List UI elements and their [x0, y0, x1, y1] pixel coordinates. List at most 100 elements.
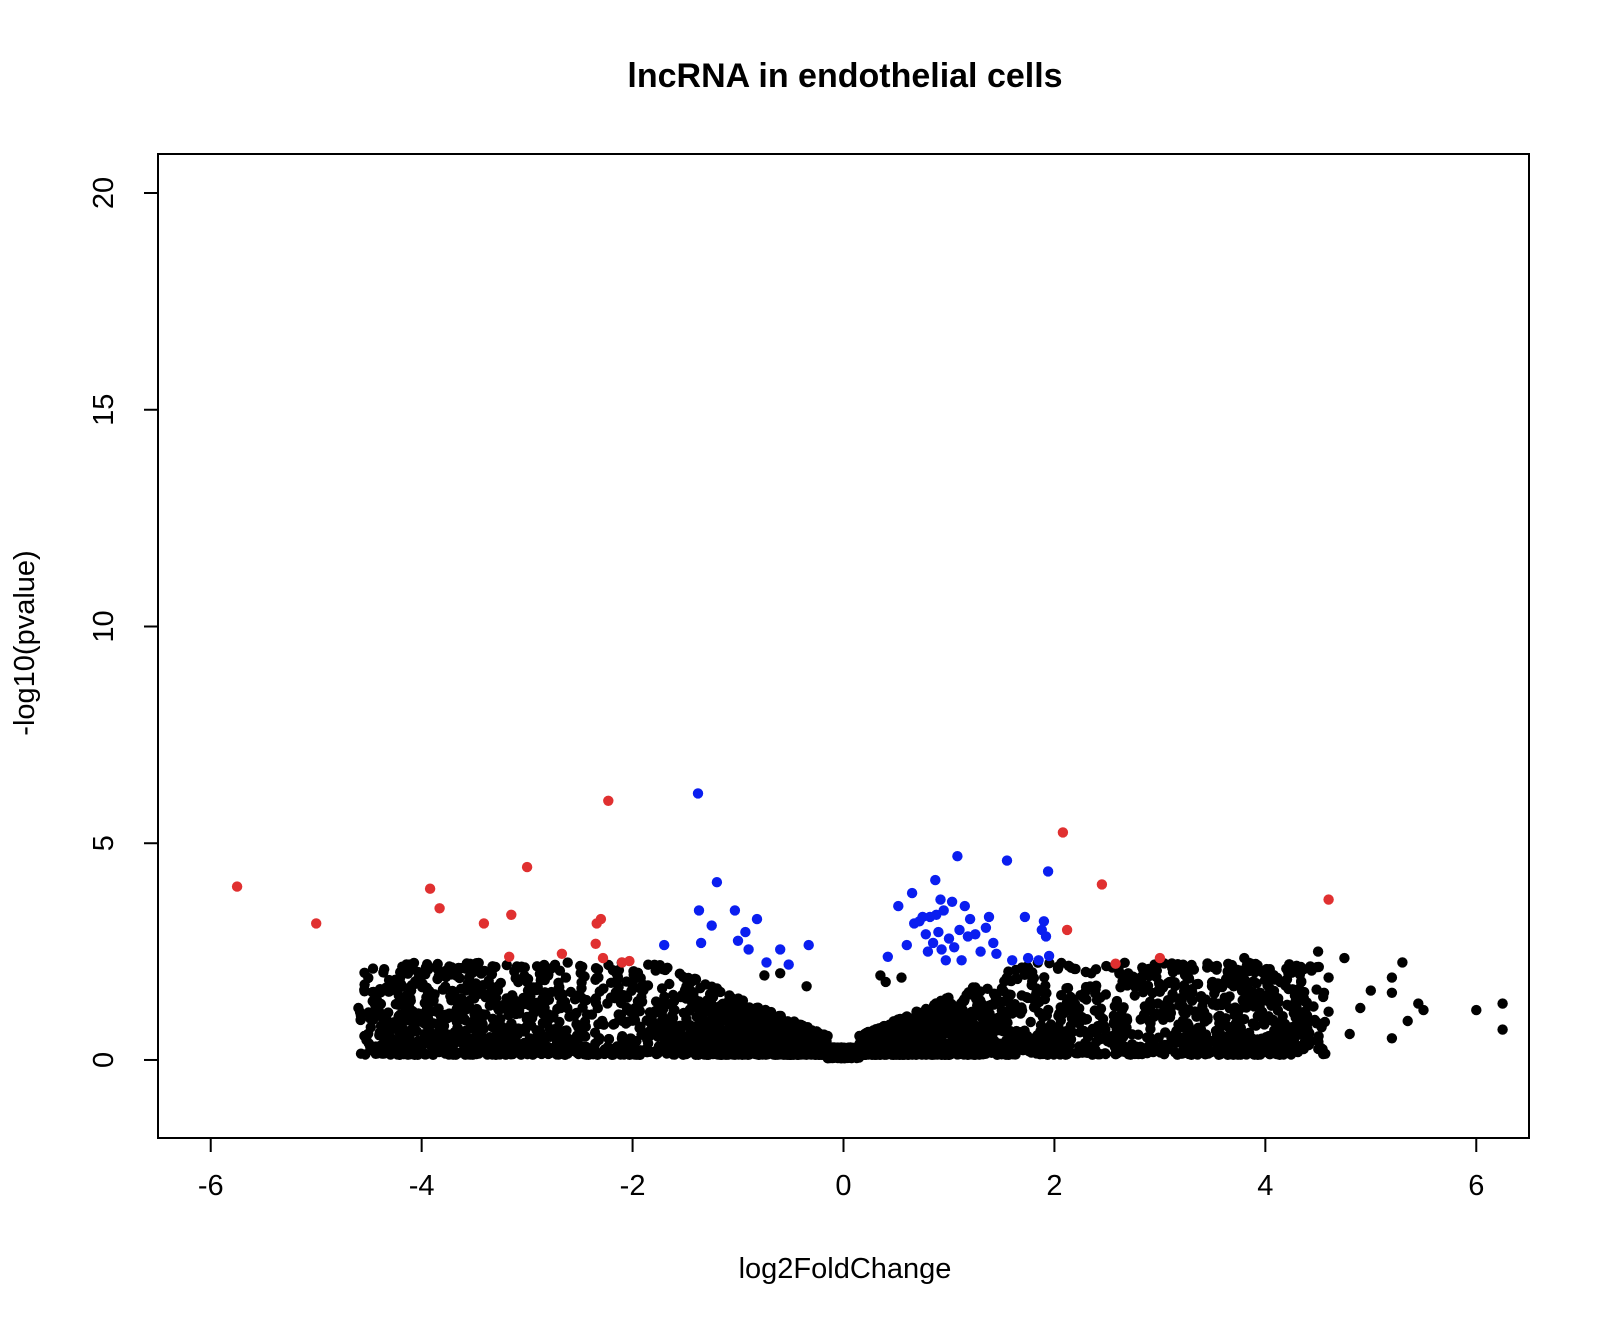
- data-point: [568, 1038, 579, 1050]
- data-point: [569, 994, 581, 1005]
- data-point: [1078, 1013, 1090, 1024]
- data-point: [375, 1011, 387, 1022]
- data-point: [353, 1002, 364, 1014]
- data-point: [1207, 976, 1218, 988]
- data-point: [598, 1046, 609, 1057]
- data-point: [999, 1010, 1010, 1021]
- data-point: [1171, 1030, 1182, 1041]
- data-point: [1102, 1036, 1113, 1047]
- data-point: [433, 1028, 444, 1040]
- data-point: [988, 999, 999, 1010]
- data-point: [593, 972, 604, 983]
- data-point: [723, 1035, 734, 1046]
- chart-title: lncRNA in endothelial cells: [627, 57, 1062, 95]
- data-point: [1221, 995, 1232, 1006]
- data-point: [642, 1029, 653, 1041]
- data-point: [681, 1048, 692, 1060]
- data-point: [1064, 1004, 1075, 1016]
- data-point: [1024, 1042, 1035, 1053]
- data-point: [1118, 1002, 1129, 1013]
- data-point: [603, 1034, 615, 1045]
- data-point: [976, 1044, 987, 1056]
- data-point: [934, 1007, 946, 1018]
- data-point: [1110, 958, 1121, 969]
- data-point: [1007, 955, 1018, 966]
- data-point: [922, 946, 934, 957]
- data-point: [526, 1047, 537, 1059]
- data-point: [1256, 1006, 1268, 1017]
- data-point: [1214, 1022, 1226, 1033]
- data-point: [1048, 1049, 1060, 1060]
- data-point: [477, 1032, 488, 1043]
- data-point: [753, 1002, 764, 1014]
- data-point: [794, 1039, 805, 1050]
- data-point: [628, 1044, 639, 1056]
- data-point: [1125, 1042, 1137, 1054]
- x-tick-label: 2: [1046, 1170, 1062, 1202]
- data-point: [502, 998, 514, 1009]
- data-point: [693, 905, 705, 916]
- data-point: [418, 1008, 429, 1020]
- data-point: [1121, 977, 1132, 989]
- data-point: [761, 1007, 772, 1019]
- data-point: [970, 929, 981, 940]
- data-point: [560, 972, 572, 983]
- data-point: [1089, 1005, 1101, 1016]
- data-point: [1019, 911, 1031, 923]
- data-point: [1109, 1001, 1121, 1012]
- data-point: [659, 1035, 671, 1047]
- data-point: [1209, 988, 1220, 999]
- data-point: [991, 1042, 1003, 1054]
- data-point: [384, 1030, 395, 1042]
- data-point: [1145, 1040, 1157, 1051]
- data-point: [1177, 959, 1189, 970]
- data-point: [405, 1004, 417, 1016]
- data-point: [537, 1008, 549, 1019]
- data-point: [901, 1022, 912, 1034]
- data-point: [375, 1047, 386, 1059]
- data-point: [593, 1019, 604, 1030]
- data-point: [1153, 978, 1165, 989]
- data-point: [424, 883, 436, 894]
- data-point: [637, 979, 649, 990]
- data-point: [1040, 931, 1052, 942]
- data-point: [1418, 1004, 1429, 1016]
- data-point: [1019, 1025, 1030, 1036]
- data-point: [936, 944, 947, 955]
- data-point: [1211, 964, 1222, 975]
- data-point: [1046, 1020, 1057, 1031]
- data-point: [1086, 968, 1097, 979]
- data-point: [1191, 1027, 1202, 1039]
- data-point: [865, 1037, 876, 1049]
- data-point: [761, 957, 772, 968]
- data-point: [444, 1010, 455, 1021]
- data-point: [945, 1049, 956, 1060]
- data-point: [1123, 968, 1134, 979]
- data-point: [1154, 986, 1166, 997]
- data-point: [938, 905, 949, 916]
- data-point: [700, 1038, 711, 1050]
- data-point: [1355, 1002, 1366, 1014]
- data-point: [627, 1015, 638, 1026]
- data-point: [496, 1027, 507, 1039]
- data-point: [1295, 961, 1307, 973]
- data-point: [581, 1009, 593, 1020]
- data-point: [388, 984, 400, 995]
- data-point: [573, 1021, 584, 1033]
- data-point: [370, 990, 381, 1002]
- data-point: [1061, 924, 1073, 936]
- data-point: [421, 1048, 432, 1060]
- data-point: [402, 961, 413, 972]
- data-point: [365, 1013, 376, 1024]
- data-point: [688, 997, 699, 1009]
- data-point: [1208, 997, 1219, 1008]
- data-point: [605, 977, 617, 988]
- data-point: [539, 987, 550, 998]
- data-point: [1224, 1045, 1236, 1056]
- data-point: [446, 1034, 458, 1046]
- data-point: [579, 971, 590, 982]
- data-point: [405, 993, 416, 1004]
- data-point: [983, 911, 995, 923]
- data-point: [775, 944, 786, 955]
